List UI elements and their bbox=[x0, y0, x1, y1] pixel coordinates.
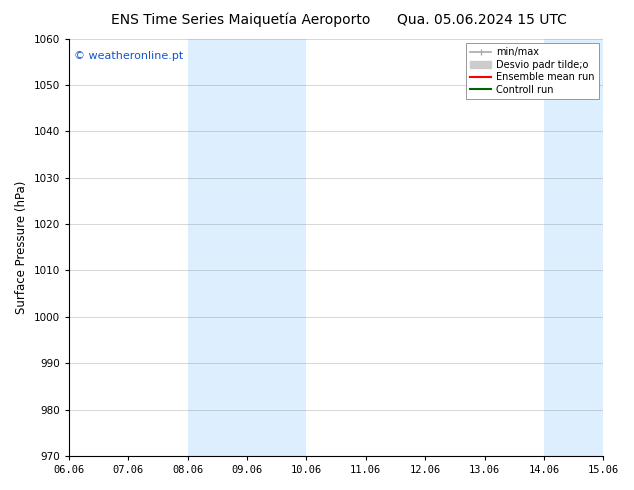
Legend: min/max, Desvio padr tilde;o, Ensemble mean run, Controll run: min/max, Desvio padr tilde;o, Ensemble m… bbox=[466, 44, 598, 98]
Y-axis label: Surface Pressure (hPa): Surface Pressure (hPa) bbox=[15, 181, 28, 314]
Text: Qua. 05.06.2024 15 UTC: Qua. 05.06.2024 15 UTC bbox=[397, 12, 567, 26]
Text: ENS Time Series Maiquetía Aeroporto: ENS Time Series Maiquetía Aeroporto bbox=[111, 12, 371, 27]
Bar bbox=[188, 39, 306, 456]
Bar bbox=[544, 39, 604, 456]
Text: © weatheronline.pt: © weatheronline.pt bbox=[74, 51, 183, 61]
